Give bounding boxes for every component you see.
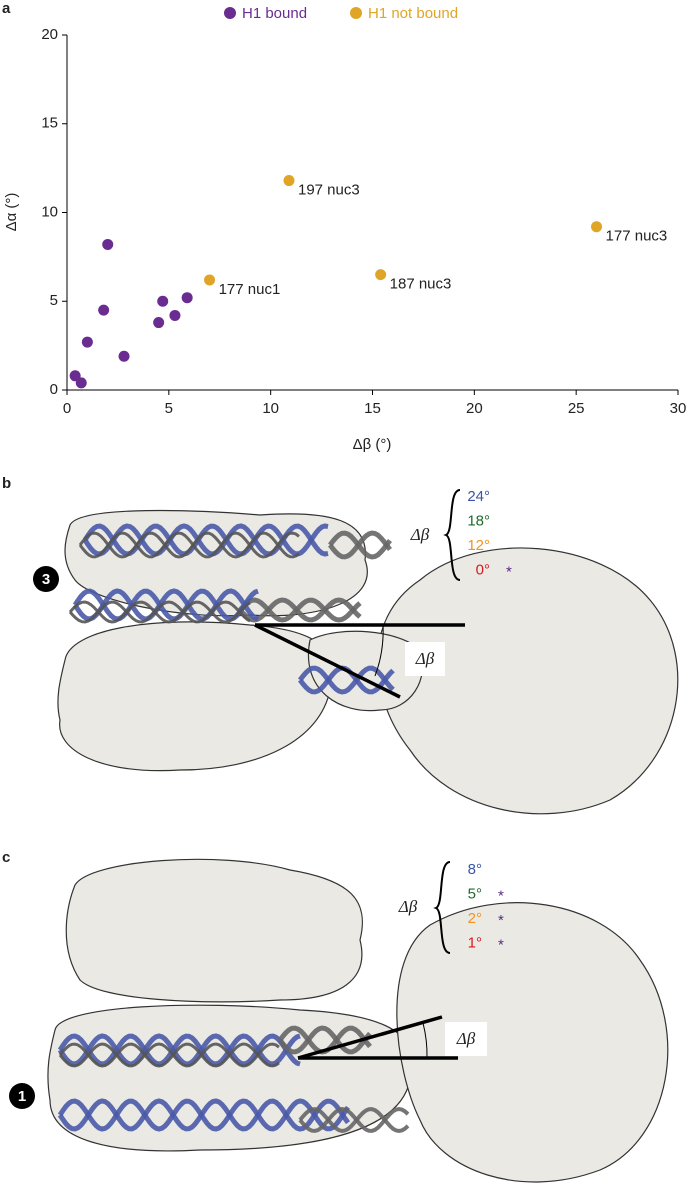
structure-c: [47, 858, 669, 1183]
point: [591, 221, 603, 233]
dna-helix: [278, 1025, 372, 1055]
angle-value: 18°: [467, 512, 490, 529]
brace: [443, 489, 461, 581]
dna-helix: [238, 597, 362, 623]
legend-label: H1 bound: [242, 5, 307, 22]
point: [153, 317, 165, 329]
dna-helix: [328, 530, 392, 560]
dna-helix: [298, 1107, 410, 1134]
dna-helix: [58, 1042, 280, 1068]
dna-helix: [72, 588, 259, 622]
angle-label: Δβ: [415, 649, 435, 668]
significance-star: *: [506, 563, 512, 580]
point: [169, 309, 181, 321]
legend-symbol: Δβ: [398, 897, 418, 916]
point: [157, 295, 169, 307]
angle-lines-c: [297, 1015, 458, 1060]
point: [98, 304, 110, 316]
x-axis-label: Δβ (°): [353, 436, 392, 453]
angle-value: 5°: [468, 885, 482, 902]
legend-symbol: Δβ: [410, 525, 430, 544]
panel-label: b: [2, 475, 11, 492]
dna-helix: [68, 600, 251, 624]
angle-lines-b: [254, 623, 465, 699]
x-tick-label: 0: [63, 400, 71, 417]
y-axis-label: Δα (°): [3, 193, 20, 232]
dna-helix: [82, 523, 329, 557]
point: [102, 238, 114, 250]
legend-label: H1 not bound: [368, 5, 458, 22]
dna-helix: [298, 1106, 410, 1133]
x-tick-label: 25: [568, 400, 585, 417]
angle-value: 0°: [476, 561, 490, 578]
angle-value: 8°: [468, 861, 482, 878]
angle-value: 2°: [468, 910, 482, 927]
panel-label: a: [2, 0, 11, 17]
x-tick-label: 20: [466, 400, 483, 417]
dna-helix: [78, 531, 300, 559]
dna-helix: [57, 1033, 301, 1067]
y-tick-label: 15: [41, 115, 58, 132]
point: [118, 350, 130, 362]
x-tick-label: 10: [262, 400, 279, 417]
legend-marker: [350, 7, 362, 19]
angle-value: 24°: [467, 488, 490, 505]
brace: [433, 861, 451, 954]
label-box: [405, 642, 445, 676]
y-tick-label: 20: [41, 26, 58, 43]
dna-helix: [328, 530, 392, 560]
point: [75, 377, 87, 389]
point: [204, 274, 216, 286]
y-tick-label: 0: [50, 381, 58, 398]
point: [81, 336, 93, 348]
legend-marker: [224, 7, 236, 19]
point-label: 197 nuc3: [298, 182, 360, 199]
dna-helix: [58, 1042, 280, 1068]
angle-arc: [422, 1022, 428, 1059]
point: [375, 269, 387, 281]
nucleosome-marker: [33, 566, 59, 592]
panel-label: c: [2, 849, 10, 866]
y-tick-label: 5: [50, 292, 58, 309]
angle-label: Δβ: [456, 1029, 476, 1048]
point: [181, 292, 193, 304]
point-label: 187 nuc3: [390, 276, 452, 293]
significance-star: *: [498, 936, 504, 953]
dna-helix: [57, 1098, 351, 1132]
dna-helix: [78, 531, 300, 559]
structure-b: [57, 509, 679, 815]
x-tick-label: 30: [670, 400, 687, 417]
point-label: 177 nuc1: [219, 281, 281, 298]
dna-helix: [68, 600, 251, 624]
nucleosome-number: 1: [18, 1088, 26, 1105]
angle-value: 1°: [468, 934, 482, 951]
significance-star: *: [498, 887, 504, 904]
angle-arc: [374, 624, 384, 677]
point: [283, 175, 295, 187]
nucleosome-number: 3: [42, 571, 50, 588]
x-tick-label: 15: [364, 400, 381, 417]
nucleosome-marker: [9, 1083, 35, 1109]
x-tick-label: 5: [165, 400, 173, 417]
dna-helix: [72, 588, 259, 622]
label-box: [445, 1022, 487, 1056]
dna-helix: [238, 597, 362, 623]
dna-helix: [57, 1098, 351, 1132]
y-tick-label: 10: [41, 203, 58, 220]
point-label: 177 nuc3: [606, 228, 668, 245]
dna-helix: [298, 665, 395, 695]
angle-value: 12°: [467, 537, 490, 554]
significance-star: *: [498, 912, 504, 929]
